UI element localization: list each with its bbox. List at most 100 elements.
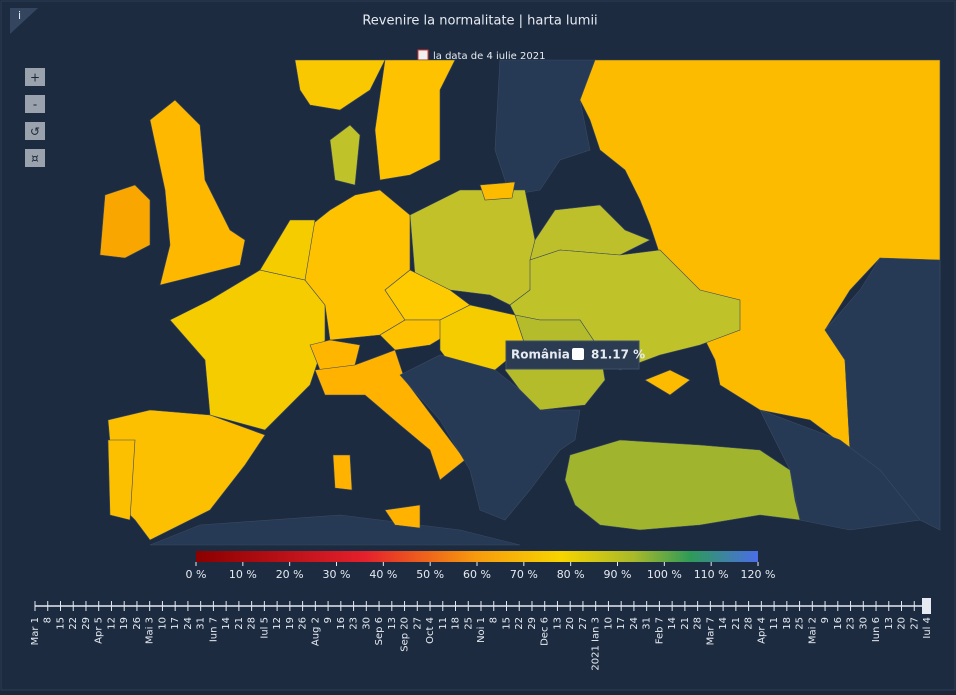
button-bg[interactable] [25, 122, 45, 140]
timeline-label[interactable]: 12 [106, 617, 117, 630]
country[interactable] [309, 339, 361, 371]
timeline-label[interactable]: 11 [438, 617, 449, 630]
timeline-label[interactable]: 23 [846, 617, 857, 630]
timeline-handle[interactable] [922, 598, 931, 614]
country[interactable] [332, 454, 353, 491]
timeline-label[interactable]: 20 [565, 617, 576, 630]
zoom-button[interactable]: - [25, 95, 45, 113]
zoom-button[interactable]: + [25, 68, 45, 86]
timeline-label[interactable]: 21 [234, 617, 245, 630]
timeline-label[interactable]: Iul 4 [922, 617, 933, 639]
map[interactable] [99, 59, 941, 546]
timeline-label[interactable]: Oct 4 [425, 617, 436, 644]
timeline-label[interactable]: 20 [897, 617, 908, 630]
timeline-label[interactable]: 10 [157, 617, 168, 630]
info-corner[interactable] [10, 8, 38, 34]
timeline-label[interactable]: 19 [119, 617, 130, 630]
timeline-label[interactable]: 28 [744, 617, 755, 630]
timeline-label[interactable]: 9 [820, 617, 831, 623]
country[interactable] [149, 99, 246, 286]
timeline-label[interactable]: Noi 1 [476, 617, 487, 643]
timeline-label[interactable]: 24 [183, 617, 194, 630]
timeline-label[interactable]: Mar 1 [30, 617, 41, 645]
timeline-label[interactable]: 27 [578, 617, 589, 630]
timeline-label[interactable]: 14 [221, 617, 232, 630]
timeline-label[interactable]: Dec 6 [540, 617, 551, 646]
timeline-label[interactable]: 12 [272, 617, 283, 630]
timeline-label[interactable]: 17 [170, 617, 181, 630]
timeline-label[interactable]: Sep 6 [374, 617, 385, 645]
timeline-label[interactable]: Iul 5 [259, 617, 270, 639]
country[interactable] [564, 439, 801, 531]
timeline-label[interactable]: 19 [285, 617, 296, 630]
button-bg[interactable] [25, 149, 45, 167]
button-bg[interactable] [25, 68, 45, 86]
timeline-label[interactable]: 15 [501, 617, 512, 630]
timeline-label[interactable]: 10 [603, 617, 614, 630]
zoom-button[interactable]: ¤ [25, 149, 45, 167]
timeline-label[interactable]: 28 [247, 617, 258, 630]
timeline-label[interactable]: 2021 Ian 3 [591, 617, 602, 671]
country[interactable] [509, 249, 741, 371]
timeline-label[interactable]: 22 [68, 617, 79, 630]
timeline-label[interactable]: Apr 5 [94, 617, 105, 644]
country[interactable] [479, 181, 516, 201]
timeline-label[interactable]: 29 [527, 617, 538, 630]
timeline-label[interactable]: 31 [642, 617, 653, 630]
country[interactable] [374, 59, 456, 181]
timeline-label[interactable]: 13 [884, 617, 895, 630]
timeline-label[interactable]: Mai 3 [145, 617, 156, 644]
timeline-label[interactable]: 31 [196, 617, 207, 630]
country[interactable] [107, 439, 136, 521]
timeline-label[interactable]: 21 [731, 617, 742, 630]
timeline-label[interactable]: 15 [55, 617, 66, 630]
zoom-button[interactable]: ↺ [25, 122, 45, 140]
timeline-label[interactable]: Iun 6 [871, 617, 882, 642]
timeline-label[interactable]: 23 [349, 617, 360, 630]
country[interactable] [644, 369, 691, 396]
timeline-label[interactable]: 13 [387, 617, 398, 630]
timeline-label[interactable]: 27 [909, 617, 920, 630]
timeline-label[interactable]: 16 [336, 617, 347, 630]
timeline-label[interactable]: 30 [361, 617, 372, 630]
timeline-label[interactable]: 22 [514, 617, 525, 630]
button-bg[interactable] [25, 95, 45, 113]
country[interactable] [99, 184, 151, 259]
timeline-label[interactable]: 30 [858, 617, 869, 630]
button-label[interactable]: ↺ [30, 125, 40, 139]
timeline-label[interactable]: 16 [833, 617, 844, 630]
country[interactable] [399, 354, 581, 521]
timeline-label[interactable]: Iun 7 [208, 617, 219, 642]
country[interactable] [329, 124, 361, 186]
timeline-label[interactable]: 18 [451, 617, 462, 630]
timeline-label[interactable]: 18 [782, 617, 793, 630]
country[interactable] [384, 504, 421, 529]
timeline-label[interactable]: 24 [629, 617, 640, 630]
timeline-label[interactable]: Sep 20 [400, 617, 411, 652]
timeline-label[interactable]: 8 [489, 617, 500, 623]
timeline-label[interactable]: 17 [616, 617, 627, 630]
timeline-label[interactable]: Apr 4 [756, 617, 767, 644]
country[interactable] [259, 219, 316, 281]
info-icon[interactable]: i [18, 9, 21, 22]
timeline-label[interactable]: 29 [81, 617, 92, 630]
button-label[interactable]: + [30, 71, 40, 85]
timeline-label[interactable]: 25 [463, 617, 474, 630]
timeline-label[interactable]: 9 [323, 617, 334, 623]
timeline-label[interactable]: Mar 7 [705, 617, 716, 645]
timeline-label[interactable]: Aug 2 [310, 617, 321, 646]
timeline-label[interactable]: 27 [412, 617, 423, 630]
country[interactable] [824, 257, 941, 531]
timeline-label[interactable]: 8 [43, 617, 54, 623]
timeline-label[interactable]: 26 [298, 617, 309, 630]
timeline-label[interactable]: 21 [680, 617, 691, 630]
timeline-label[interactable]: 11 [769, 617, 780, 630]
timeline-label[interactable]: 28 [693, 617, 704, 630]
country[interactable] [169, 269, 326, 431]
timeline-label[interactable]: 14 [718, 617, 729, 630]
timeline-label[interactable]: 26 [132, 617, 143, 630]
timeline-label[interactable]: 14 [667, 617, 678, 630]
timeline-label[interactable]: 13 [552, 617, 563, 630]
button-label[interactable]: ¤ [31, 152, 39, 166]
timeline-label[interactable]: Feb 7 [654, 617, 665, 644]
